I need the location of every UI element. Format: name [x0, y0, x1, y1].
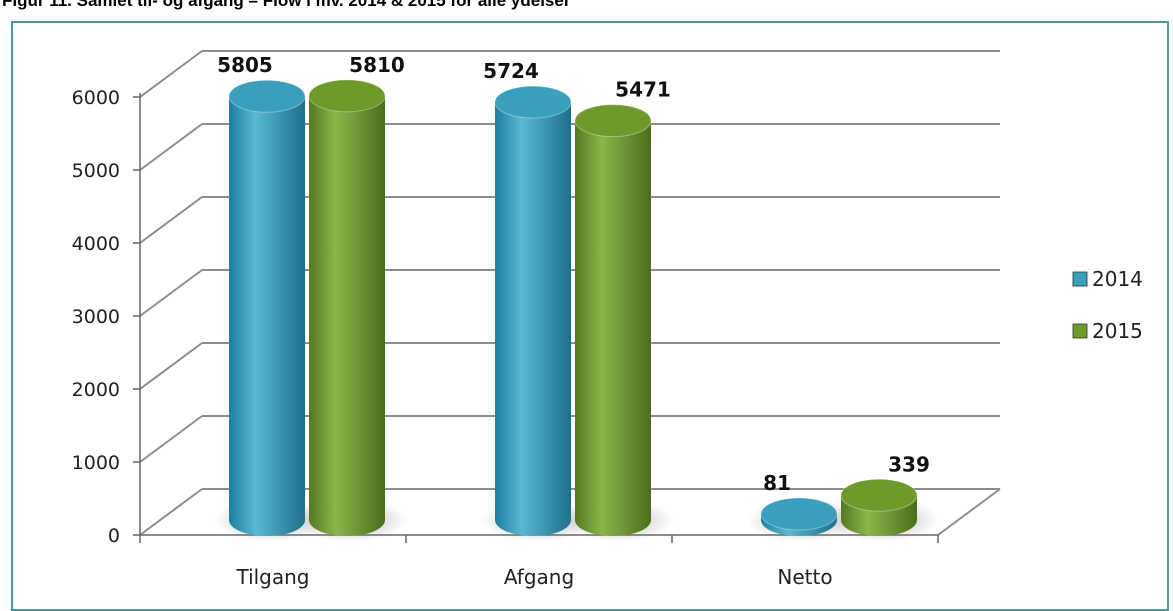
y-tick-label: 4000: [72, 233, 120, 255]
bar-top: [760, 497, 838, 531]
bar-top: [308, 79, 386, 113]
bar-layer: [215, 79, 939, 542]
gridline-diagonal: [139, 269, 203, 317]
gridline-diagonal: [139, 123, 203, 171]
x-category-label: Afgang: [504, 565, 574, 589]
bar-top: [840, 478, 918, 512]
data-label: 5724: [483, 59, 539, 83]
gridline-diagonal: [139, 342, 203, 390]
gridline-diagonal: [139, 50, 203, 98]
legend-swatch-2014: [1072, 271, 1088, 287]
x-category-label: Netto: [777, 565, 832, 589]
bar-2014-tilgang: [229, 96, 305, 537]
bar-2015-afgang: [575, 120, 651, 536]
y-tick-label: 6000: [72, 87, 120, 109]
floor-edge: [937, 488, 1001, 536]
bar-2014-afgang: [495, 102, 571, 536]
gridline-diagonal: [139, 196, 203, 244]
y-tick-label: 3000: [72, 306, 120, 328]
bar-top: [494, 85, 572, 119]
y-tick-label: 2000: [72, 379, 120, 401]
legend-label-2014: 2014: [1092, 267, 1143, 291]
gridline-diagonal: [139, 488, 203, 536]
data-label: 5810: [349, 53, 405, 77]
legend-label-2015: 2015: [1092, 319, 1143, 343]
gridline-diagonal: [139, 415, 203, 463]
bar-2015-tilgang: [309, 95, 385, 537]
data-label: 339: [888, 452, 930, 476]
bar-top: [228, 79, 306, 113]
data-label: 5471: [615, 78, 671, 102]
bar-top: [574, 104, 652, 138]
legend: 2014 2015: [1072, 267, 1143, 343]
y-tick-label: 1000: [72, 452, 120, 474]
legend-swatch-2015: [1072, 323, 1088, 339]
y-tick-label: 5000: [72, 160, 120, 182]
data-label: 81: [763, 471, 791, 495]
y-tick-label: 0: [108, 525, 120, 547]
label-layer: 5805 5810 5724 5471 81 339: [217, 53, 930, 495]
figure-title: Figur 11. Samlet til- og afgang – Flow i…: [2, 0, 571, 10]
x-category-label: Tilgang: [235, 565, 309, 589]
data-label: 5805: [217, 53, 273, 77]
